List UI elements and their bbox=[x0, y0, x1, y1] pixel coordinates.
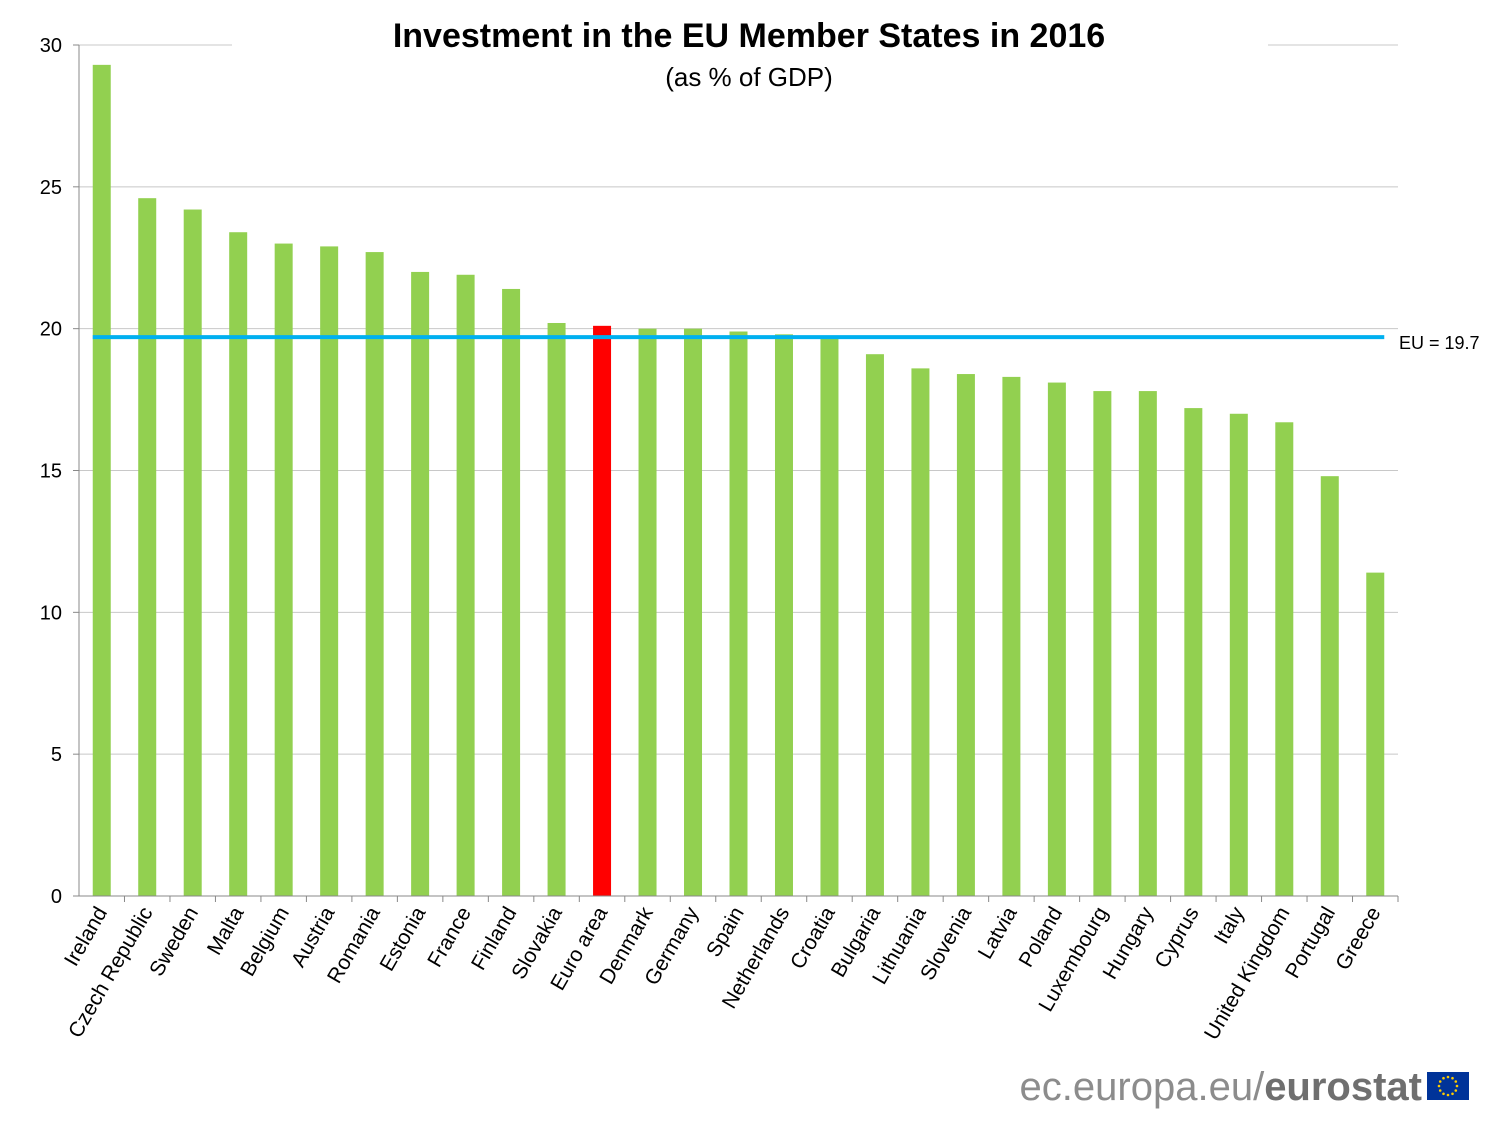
bar-portugal bbox=[1320, 476, 1339, 896]
bars bbox=[92, 64, 1385, 897]
bar-germany bbox=[684, 328, 703, 897]
y-tick-label: 5 bbox=[51, 744, 62, 766]
flag-star bbox=[1437, 1084, 1441, 1088]
bar-hungary bbox=[1138, 391, 1157, 896]
flag-star bbox=[1455, 1084, 1459, 1088]
bar-slovenia bbox=[956, 374, 975, 896]
bar-czech-republic bbox=[138, 198, 157, 896]
y-tick-label: 30 bbox=[40, 35, 62, 57]
bar-lithuania bbox=[911, 368, 930, 896]
x-category-label: Czech Republic bbox=[64, 903, 157, 1042]
bar-euro-area bbox=[593, 325, 612, 897]
bar-denmark bbox=[638, 328, 657, 897]
bar-belgium bbox=[274, 243, 293, 897]
chart-title: Investment in the EU Member States in 20… bbox=[393, 17, 1105, 55]
flag-star bbox=[1438, 1089, 1442, 1092]
x-category-label: Cyprus bbox=[1150, 903, 1203, 972]
flag-star bbox=[1451, 1076, 1454, 1080]
x-category-label: Malta bbox=[203, 903, 249, 959]
bar-luxembourg bbox=[1093, 391, 1112, 896]
bar-netherlands bbox=[774, 334, 793, 897]
bar-malta bbox=[229, 232, 248, 897]
x-category-label: Italy bbox=[1210, 903, 1249, 948]
chart-subtitle: (as % of GDP) bbox=[665, 62, 833, 92]
bar-united-kingdom bbox=[1275, 422, 1294, 896]
bar-poland bbox=[1047, 382, 1066, 896]
bar-romania bbox=[365, 252, 384, 896]
eu-average-label: EU = 19.7 bbox=[1399, 333, 1480, 353]
flag-star bbox=[1451, 1092, 1454, 1096]
flag-star bbox=[1442, 1076, 1445, 1080]
x-category-label: Estonia bbox=[376, 903, 431, 975]
source-text: ec.europa.eu/eurostat bbox=[1020, 1065, 1422, 1109]
bar-estonia bbox=[411, 271, 430, 896]
bar-greece bbox=[1366, 572, 1385, 896]
eu-flag-icon bbox=[1427, 1072, 1469, 1100]
eu-reference-line: EU = 19.7 bbox=[92, 333, 1480, 353]
bar-sweden bbox=[183, 209, 202, 896]
bar-slovakia bbox=[547, 322, 566, 896]
bar-cyprus bbox=[1184, 408, 1203, 896]
x-category-label: United Kingdom bbox=[1200, 903, 1295, 1044]
x-category-label: Spain bbox=[702, 903, 749, 961]
y-tick-label: 0 bbox=[51, 886, 62, 908]
bar-france bbox=[456, 274, 475, 896]
flag-star bbox=[1446, 1093, 1450, 1097]
bar-ireland bbox=[92, 64, 111, 896]
flag-star bbox=[1446, 1075, 1450, 1079]
bar-bulgaria bbox=[865, 354, 884, 896]
flag-star bbox=[1438, 1080, 1442, 1083]
axes bbox=[73, 44, 1399, 902]
y-tick-label: 15 bbox=[40, 461, 62, 483]
bar-italy bbox=[1229, 413, 1248, 896]
y-tick-label: 10 bbox=[40, 602, 62, 624]
y-tick-label: 20 bbox=[40, 319, 62, 341]
source-url: ec.europa.eu/ bbox=[1020, 1065, 1266, 1109]
source-brand: eurostat bbox=[1264, 1065, 1422, 1109]
bar-croatia bbox=[820, 337, 839, 897]
bar-finland bbox=[502, 288, 521, 896]
y-tick-labels: 0 5 10 15 20 25 30 bbox=[40, 35, 62, 908]
bar-austria bbox=[320, 246, 339, 897]
flag-star bbox=[1442, 1092, 1445, 1096]
flag-star bbox=[1454, 1089, 1458, 1092]
title-background bbox=[232, 14, 1268, 96]
x-category-label: Greece bbox=[1331, 903, 1385, 974]
eurostat-logo: ec.europa.eu/eurostat bbox=[1020, 1065, 1469, 1109]
bar-spain bbox=[729, 331, 748, 897]
x-category-label: Latvia bbox=[974, 903, 1022, 963]
flag-star bbox=[1454, 1080, 1458, 1083]
y-tick-label: 25 bbox=[40, 177, 62, 199]
bar-latvia bbox=[1002, 376, 1021, 896]
